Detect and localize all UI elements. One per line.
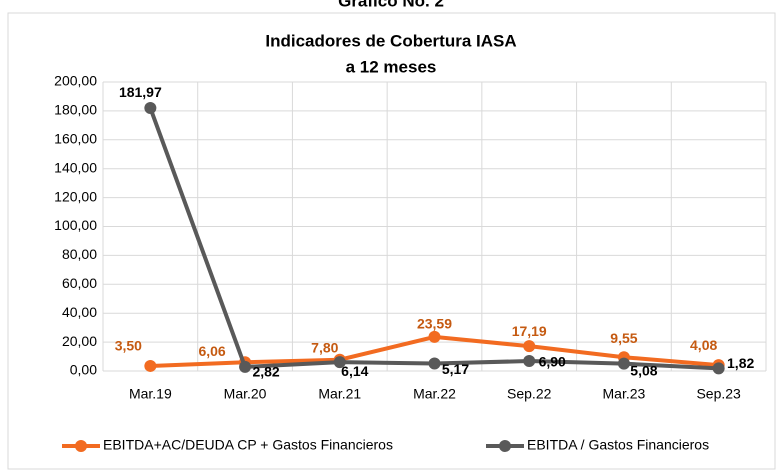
y-tick-label: 160,00 xyxy=(54,131,97,147)
marker xyxy=(333,356,346,369)
data-label: 23,59 xyxy=(417,316,452,332)
y-tick-label: 100,00 xyxy=(54,217,97,233)
legend-label: EBITDA+AC/DEUDA CP + Gastos Financieros xyxy=(103,437,393,453)
x-tick-label: Sep.22 xyxy=(507,386,552,402)
x-tick-label: Mar.23 xyxy=(603,386,646,402)
marker xyxy=(523,355,536,368)
data-label: 7,80 xyxy=(311,339,338,355)
data-label: 6,14 xyxy=(341,363,368,379)
data-label: 181,97 xyxy=(119,84,162,100)
y-tick-label: 140,00 xyxy=(54,159,97,175)
y-tick-label: 180,00 xyxy=(54,102,97,118)
y-tick-label: 60,00 xyxy=(62,275,97,291)
marker xyxy=(239,360,252,373)
chart-subtitle: a 12 meses xyxy=(346,57,437,76)
legend-marker xyxy=(75,440,87,452)
data-label: 6,90 xyxy=(539,354,566,370)
y-tick-label: 120,00 xyxy=(54,188,97,204)
data-label: 4,08 xyxy=(690,337,717,353)
x-tick-label: Mar.21 xyxy=(318,386,361,402)
data-label: 9,55 xyxy=(610,330,637,346)
y-tick-label: 20,00 xyxy=(62,333,97,349)
marker xyxy=(428,330,441,343)
legend-label: EBITDA / Gastos Financieros xyxy=(527,437,709,453)
y-tick-label: 0,00 xyxy=(70,362,97,378)
y-tick-label: 80,00 xyxy=(62,246,97,262)
marker xyxy=(523,340,536,353)
marker xyxy=(144,102,157,115)
data-label: 3,50 xyxy=(115,338,142,354)
x-tick-label: Mar.20 xyxy=(224,386,267,402)
x-tick-label: Sep.23 xyxy=(696,386,741,402)
marker xyxy=(428,357,441,370)
chart-title: Indicadores de Cobertura IASA xyxy=(265,31,516,50)
x-tick-label: Mar.19 xyxy=(129,386,172,402)
figure-title: Grafico No. 2 xyxy=(338,0,444,10)
y-tick-label: 200,00 xyxy=(54,73,97,89)
data-label: 1,82 xyxy=(727,355,754,371)
x-tick-label: Mar.22 xyxy=(413,386,456,402)
data-label: 6,06 xyxy=(198,343,225,359)
data-label: 5,17 xyxy=(442,361,469,377)
legend-marker xyxy=(499,440,511,452)
data-label: 17,19 xyxy=(512,323,547,339)
chart-frame xyxy=(7,12,776,470)
data-label: 2,82 xyxy=(252,364,279,380)
marker xyxy=(144,359,157,372)
marker xyxy=(712,362,725,375)
marker xyxy=(617,357,630,370)
data-label: 5,08 xyxy=(630,362,657,378)
y-tick-label: 40,00 xyxy=(62,304,97,320)
